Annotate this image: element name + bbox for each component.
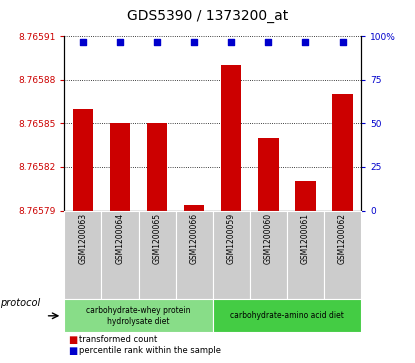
Text: ■: ■	[68, 335, 78, 345]
Text: transformed count: transformed count	[79, 335, 157, 344]
Bar	[258, 138, 278, 211]
Bar	[147, 123, 167, 211]
Point	[339, 38, 346, 44]
Point	[80, 38, 86, 44]
Bar	[295, 182, 316, 211]
Point	[302, 38, 309, 44]
Text: ■: ■	[68, 346, 78, 356]
Point	[191, 38, 198, 44]
Text: carbohydrate-amino acid diet: carbohydrate-amino acid diet	[230, 311, 344, 320]
Text: GSM1200060: GSM1200060	[264, 213, 273, 264]
Bar	[332, 94, 353, 211]
Bar	[184, 205, 204, 211]
Text: protocol: protocol	[0, 298, 40, 308]
Text: GDS5390 / 1373200_at: GDS5390 / 1373200_at	[127, 9, 288, 23]
Point	[117, 38, 123, 44]
Point	[228, 38, 234, 44]
Bar	[110, 123, 130, 211]
Text: GSM1200064: GSM1200064	[115, 213, 124, 264]
Text: GSM1200062: GSM1200062	[338, 213, 347, 264]
Text: carbohydrate-whey protein
hydrolysate diet: carbohydrate-whey protein hydrolysate di…	[86, 306, 191, 326]
Text: GSM1200066: GSM1200066	[190, 213, 199, 264]
Text: GSM1200065: GSM1200065	[153, 213, 161, 264]
Point	[265, 38, 272, 44]
Point	[154, 38, 160, 44]
Bar	[221, 65, 242, 211]
Text: percentile rank within the sample: percentile rank within the sample	[79, 346, 221, 355]
Bar	[73, 109, 93, 211]
Text: GSM1200063: GSM1200063	[78, 213, 88, 264]
Text: GSM1200061: GSM1200061	[301, 213, 310, 264]
Text: GSM1200059: GSM1200059	[227, 213, 236, 264]
